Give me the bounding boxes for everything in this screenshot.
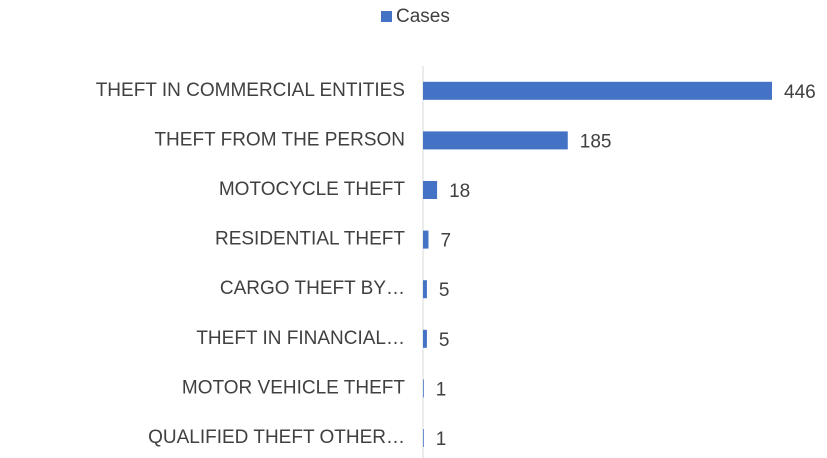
bar [423, 181, 438, 199]
value-label: 1 [436, 429, 447, 450]
value-label: 5 [439, 330, 450, 351]
category-label: MOTOCYCLE THEFT [219, 179, 406, 200]
bar [423, 131, 568, 150]
bar [423, 230, 429, 249]
value-label: 5 [439, 280, 450, 301]
category-label: MOTOR VEHICLE THEFT [182, 377, 405, 398]
bar [423, 329, 427, 348]
value-label: 18 [449, 181, 470, 202]
legend-swatch [381, 11, 392, 22]
bar [423, 379, 424, 398]
category-label: CARGO THEFT BY… [220, 278, 405, 299]
value-label: 7 [440, 231, 451, 252]
value-label: 1 [436, 379, 447, 400]
category-label: THEFT IN COMMERCIAL ENTITIES [96, 80, 405, 101]
category-label: RESIDENTIAL THEFT [215, 229, 405, 250]
legend-label: Cases [396, 6, 450, 27]
category-label: THEFT IN FINANCIAL… [196, 328, 405, 349]
value-label: 185 [580, 131, 612, 152]
value-label: 446 [784, 82, 816, 103]
category-label: THEFT FROM THE PERSON [154, 129, 405, 150]
category-label: QUALIFIED THEFT OTHER… [148, 427, 405, 448]
bar [423, 81, 772, 100]
bar [423, 280, 427, 299]
bar [423, 429, 424, 447]
